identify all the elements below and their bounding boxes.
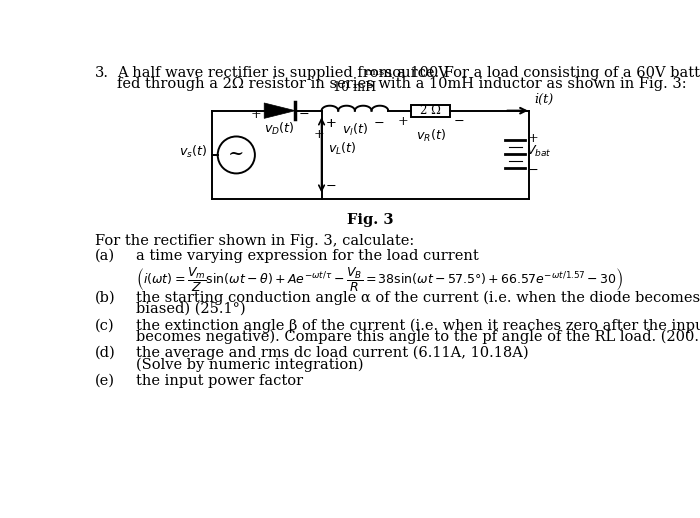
Text: a time varying expression for the load current: a time varying expression for the load c… — [136, 249, 478, 263]
Text: rms: rms — [365, 68, 385, 77]
Text: the extinction angle β of the current (i.e. when it reaches zero after the input: the extinction angle β of the current (i… — [136, 318, 700, 333]
Text: 2 Ω: 2 Ω — [421, 104, 441, 117]
Text: source. For a load consisting of a 60V battery: source. For a load consisting of a 60V b… — [381, 66, 700, 80]
Text: +: + — [326, 117, 336, 130]
Text: +: + — [326, 117, 336, 130]
Text: fed through a 2Ω resistor in series with a 10mH inductor as shown in Fig. 3:: fed through a 2Ω resistor in series with… — [117, 77, 687, 91]
Text: i(t): i(t) — [534, 93, 553, 106]
Text: the input power factor: the input power factor — [136, 373, 302, 387]
Text: For the rectifier shown in Fig. 3, calculate:: For the rectifier shown in Fig. 3, calcu… — [95, 234, 414, 248]
Text: ~: ~ — [228, 145, 244, 163]
Text: −: − — [454, 114, 464, 127]
Polygon shape — [264, 103, 295, 119]
Text: (b): (b) — [95, 291, 116, 305]
Text: $V_{bat}$: $V_{bat}$ — [526, 145, 552, 160]
Text: the starting conduction angle α of the current (i.e. when the diode becomes forw: the starting conduction angle α of the c… — [136, 291, 700, 305]
Text: +: + — [314, 127, 325, 140]
Text: $v_D(t)$: $v_D(t)$ — [265, 121, 295, 137]
Text: A half wave rectifier is supplied from a 100V: A half wave rectifier is supplied from a… — [117, 66, 449, 80]
Text: Fig. 3: Fig. 3 — [347, 213, 393, 227]
Text: −: − — [298, 108, 309, 121]
Text: 10 mH: 10 mH — [333, 81, 377, 94]
Text: (e): (e) — [95, 373, 116, 387]
Text: 3.: 3. — [95, 66, 109, 80]
Text: (c): (c) — [95, 318, 115, 332]
Text: (Solve by numeric integration): (Solve by numeric integration) — [136, 357, 363, 372]
Text: +: + — [398, 114, 408, 127]
Text: −: − — [374, 117, 384, 130]
Text: biased) (25.1°): biased) (25.1°) — [136, 302, 245, 316]
Text: −: − — [326, 180, 336, 193]
Text: −: − — [528, 164, 538, 177]
Text: (d): (d) — [95, 346, 116, 360]
Text: $\left( i(\omega t) = \dfrac{V_m}{Z}\sin(\omega t-\theta)+Ae^{-\omega t/\tau}-\d: $\left( i(\omega t) = \dfrac{V_m}{Z}\sin… — [136, 266, 623, 294]
Text: (a): (a) — [95, 249, 116, 263]
Text: +: + — [528, 132, 538, 145]
Text: becomes negative). Compare this angle to the pf angle of the RL load. (200.55°): becomes negative). Compare this angle to… — [136, 330, 700, 344]
Text: $v_R(t)$: $v_R(t)$ — [416, 127, 446, 143]
Text: $v_l(t)$: $v_l(t)$ — [342, 121, 368, 138]
Text: $v_L(t)$: $v_L(t)$ — [328, 141, 356, 157]
Text: +: + — [251, 108, 261, 121]
Text: the average and rms dc load current (6.11A, 10.18A): the average and rms dc load current (6.1… — [136, 346, 528, 361]
Text: $v_s(t)$: $v_s(t)$ — [178, 144, 207, 160]
